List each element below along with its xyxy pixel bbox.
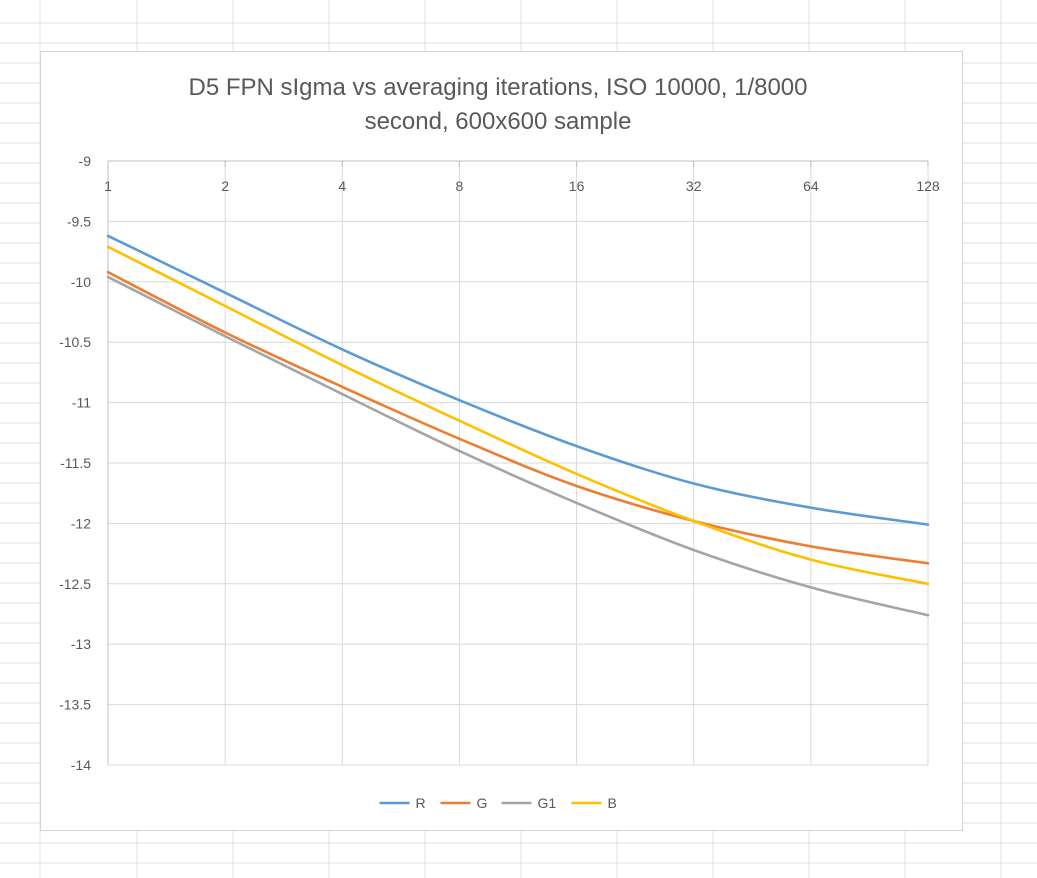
x-tick-label: 4 <box>338 178 346 194</box>
series-line-b[interactable] <box>106 245 930 586</box>
x-tick-label: 16 <box>569 178 585 194</box>
x-tick-label: 32 <box>686 178 702 194</box>
y-tick-label: -13 <box>71 636 91 652</box>
chart-title-line-1: D5 FPN sIgma vs averaging iterations, IS… <box>189 74 808 101</box>
chart-title-line-2: second, 600x600 sample <box>365 108 632 135</box>
legend-label-r: R <box>416 795 426 811</box>
legend-label-b: B <box>608 795 617 811</box>
axis-ticks: -9 -9.5 -10 -10.5 -11 -11.5 -12 -12.5 -13 -13.5 -1… <box>59 153 940 773</box>
legend-label-g1: G1 <box>538 795 557 811</box>
y-tick-label: -9.5 <box>67 213 91 229</box>
y-tick-label: -9 <box>79 153 92 169</box>
y-tick-label: -11.5 <box>60 455 91 471</box>
y-tick-label: -12.5 <box>59 576 91 592</box>
y-tick-label: -12 <box>71 515 91 531</box>
chart-svg: D5 FPN sIgma vs averaging iterations, IS… <box>59 74 940 811</box>
legend-label-g: G <box>477 795 488 811</box>
y-tick-label: -11 <box>72 395 91 411</box>
y-tick-label: -14 <box>71 757 91 773</box>
x-tick-label: 2 <box>221 178 229 194</box>
x-tick-label: 64 <box>803 178 819 194</box>
y-tick-label: -13.5 <box>59 697 91 713</box>
chart-area[interactable]: D5 FPN sIgma vs averaging iterations, IS… <box>40 51 963 831</box>
y-tick-label: -10 <box>71 274 91 290</box>
series-line-g[interactable] <box>106 270 930 565</box>
series-line-r[interactable] <box>106 234 930 526</box>
y-tick-label: -10.5 <box>59 334 91 350</box>
plot-series <box>106 234 930 617</box>
x-tick-label: 1 <box>104 178 112 194</box>
legend: R G G1 B <box>379 795 617 811</box>
x-tick-label: 128 <box>916 178 940 194</box>
x-tick-label: 8 <box>456 178 464 194</box>
series-line-g1[interactable] <box>106 275 930 617</box>
